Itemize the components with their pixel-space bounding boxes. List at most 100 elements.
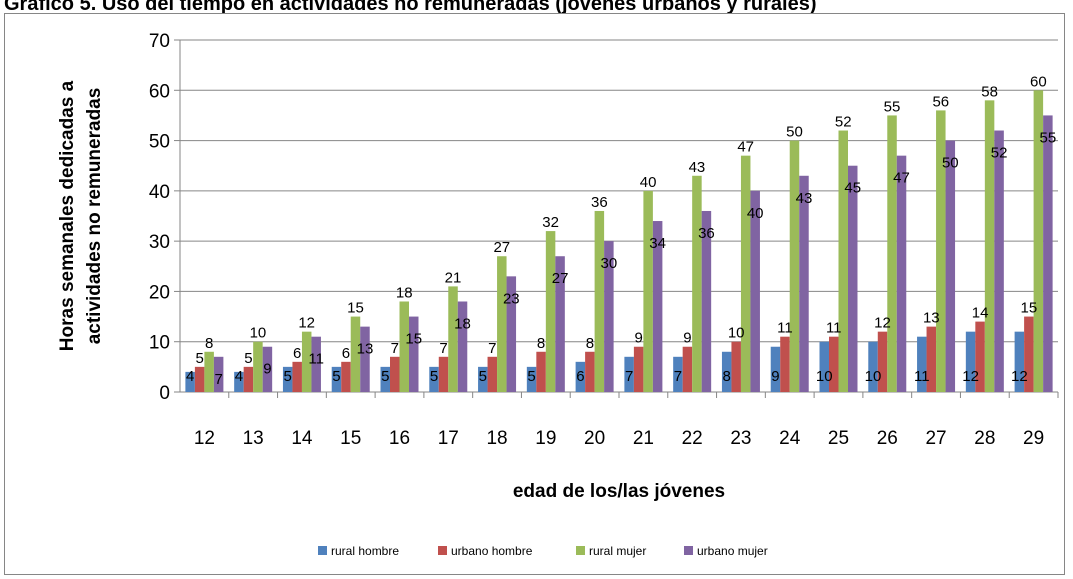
bar: [1033, 90, 1044, 393]
bar: [643, 190, 653, 392]
legend-swatch: [576, 546, 585, 555]
bar: [965, 331, 976, 392]
data-label: 40: [747, 205, 764, 222]
bar: [780, 336, 790, 392]
bar: [390, 356, 400, 392]
x-tick-label: 14: [291, 428, 313, 449]
bar: [1024, 316, 1034, 392]
legend-swatch: [438, 546, 447, 555]
bar: [194, 366, 205, 392]
data-label: 50: [942, 155, 959, 172]
bar: [633, 346, 644, 392]
x-tick-label: 15: [340, 428, 361, 449]
data-label: 4: [235, 368, 243, 385]
data-label: 10: [865, 368, 882, 385]
bar: [789, 140, 800, 392]
bar: [750, 190, 760, 392]
data-label: 43: [796, 190, 813, 207]
y-tick-label: 60: [149, 81, 170, 102]
bar: [380, 366, 390, 392]
bar: [770, 346, 781, 392]
bar: [497, 256, 507, 392]
data-label: 8: [723, 368, 731, 385]
data-label: 27: [552, 270, 569, 287]
data-label: 55: [1040, 129, 1057, 146]
bar: [360, 326, 370, 392]
bar: [282, 366, 293, 392]
bar: [478, 366, 488, 392]
bar: [926, 326, 937, 392]
data-label: 10: [728, 325, 745, 342]
data-label: 47: [893, 170, 910, 187]
bar: [848, 165, 858, 392]
bar: [624, 356, 634, 392]
data-label: 15: [1021, 300, 1038, 317]
bar: [448, 286, 458, 392]
data-label: 32: [542, 214, 559, 231]
bar: [652, 221, 663, 392]
legend-label: rural mujer: [589, 544, 646, 558]
y-axis-title-line-1: Horas semanales dedicadas a: [57, 80, 78, 351]
data-label: 12: [874, 315, 891, 332]
y-tick-label: 20: [149, 282, 170, 303]
data-label: 6: [576, 368, 584, 385]
data-label: 4: [186, 368, 194, 385]
legend-label: urbano hombre: [451, 544, 533, 558]
bar: [429, 366, 439, 392]
bar: [936, 110, 946, 393]
bar: [877, 331, 888, 392]
data-label: 9: [263, 361, 271, 378]
bar: [526, 366, 537, 392]
bar: [536, 351, 546, 392]
data-label: 8: [586, 335, 594, 352]
data-label: 8: [205, 335, 213, 352]
bar: [409, 316, 419, 392]
x-tick-label: 28: [974, 428, 995, 449]
bar: [819, 341, 829, 392]
x-tick-label: 23: [730, 428, 751, 449]
data-label: 7: [674, 368, 682, 385]
bar: [341, 361, 351, 392]
data-label: 15: [347, 300, 364, 317]
y-tick-label: 30: [149, 232, 170, 253]
data-label: 27: [493, 239, 510, 256]
data-label: 50: [786, 124, 803, 141]
data-label: 60: [1030, 73, 1047, 90]
data-label: 5: [332, 368, 340, 385]
data-label: 13: [923, 310, 940, 327]
y-tick-label: 70: [149, 31, 170, 52]
data-label: 15: [405, 331, 422, 348]
bar: [984, 100, 995, 392]
bar: [838, 130, 848, 392]
data-label: 30: [601, 255, 618, 272]
bar: [399, 301, 409, 392]
data-label: 11: [914, 368, 930, 385]
legend-label: rural hombre: [331, 544, 399, 558]
data-label: 7: [214, 371, 222, 388]
data-label: 5: [381, 368, 389, 385]
chart-frame: [4, 13, 1065, 575]
bar: [604, 241, 614, 392]
data-label: 36: [591, 194, 608, 211]
data-label: 43: [689, 159, 706, 176]
data-label: 23: [503, 290, 520, 307]
bar: [682, 346, 693, 392]
x-tick-label: 17: [438, 428, 459, 449]
x-tick-label: 29: [1023, 428, 1044, 449]
bar: [799, 175, 809, 392]
bar: [917, 336, 927, 392]
data-label: 5: [195, 350, 203, 367]
data-label: 7: [439, 340, 447, 357]
legend-label: urbano mujer: [697, 544, 768, 558]
bar: [185, 371, 195, 392]
data-label: 5: [527, 368, 535, 385]
data-label: 7: [625, 368, 633, 385]
data-label: 12: [1011, 368, 1028, 385]
y-tick-label: 10: [149, 333, 170, 354]
bar: [868, 341, 878, 392]
data-label: 5: [244, 350, 252, 367]
data-label: 13: [357, 341, 374, 358]
data-label: 11: [308, 351, 324, 368]
data-label: 45: [844, 180, 861, 197]
